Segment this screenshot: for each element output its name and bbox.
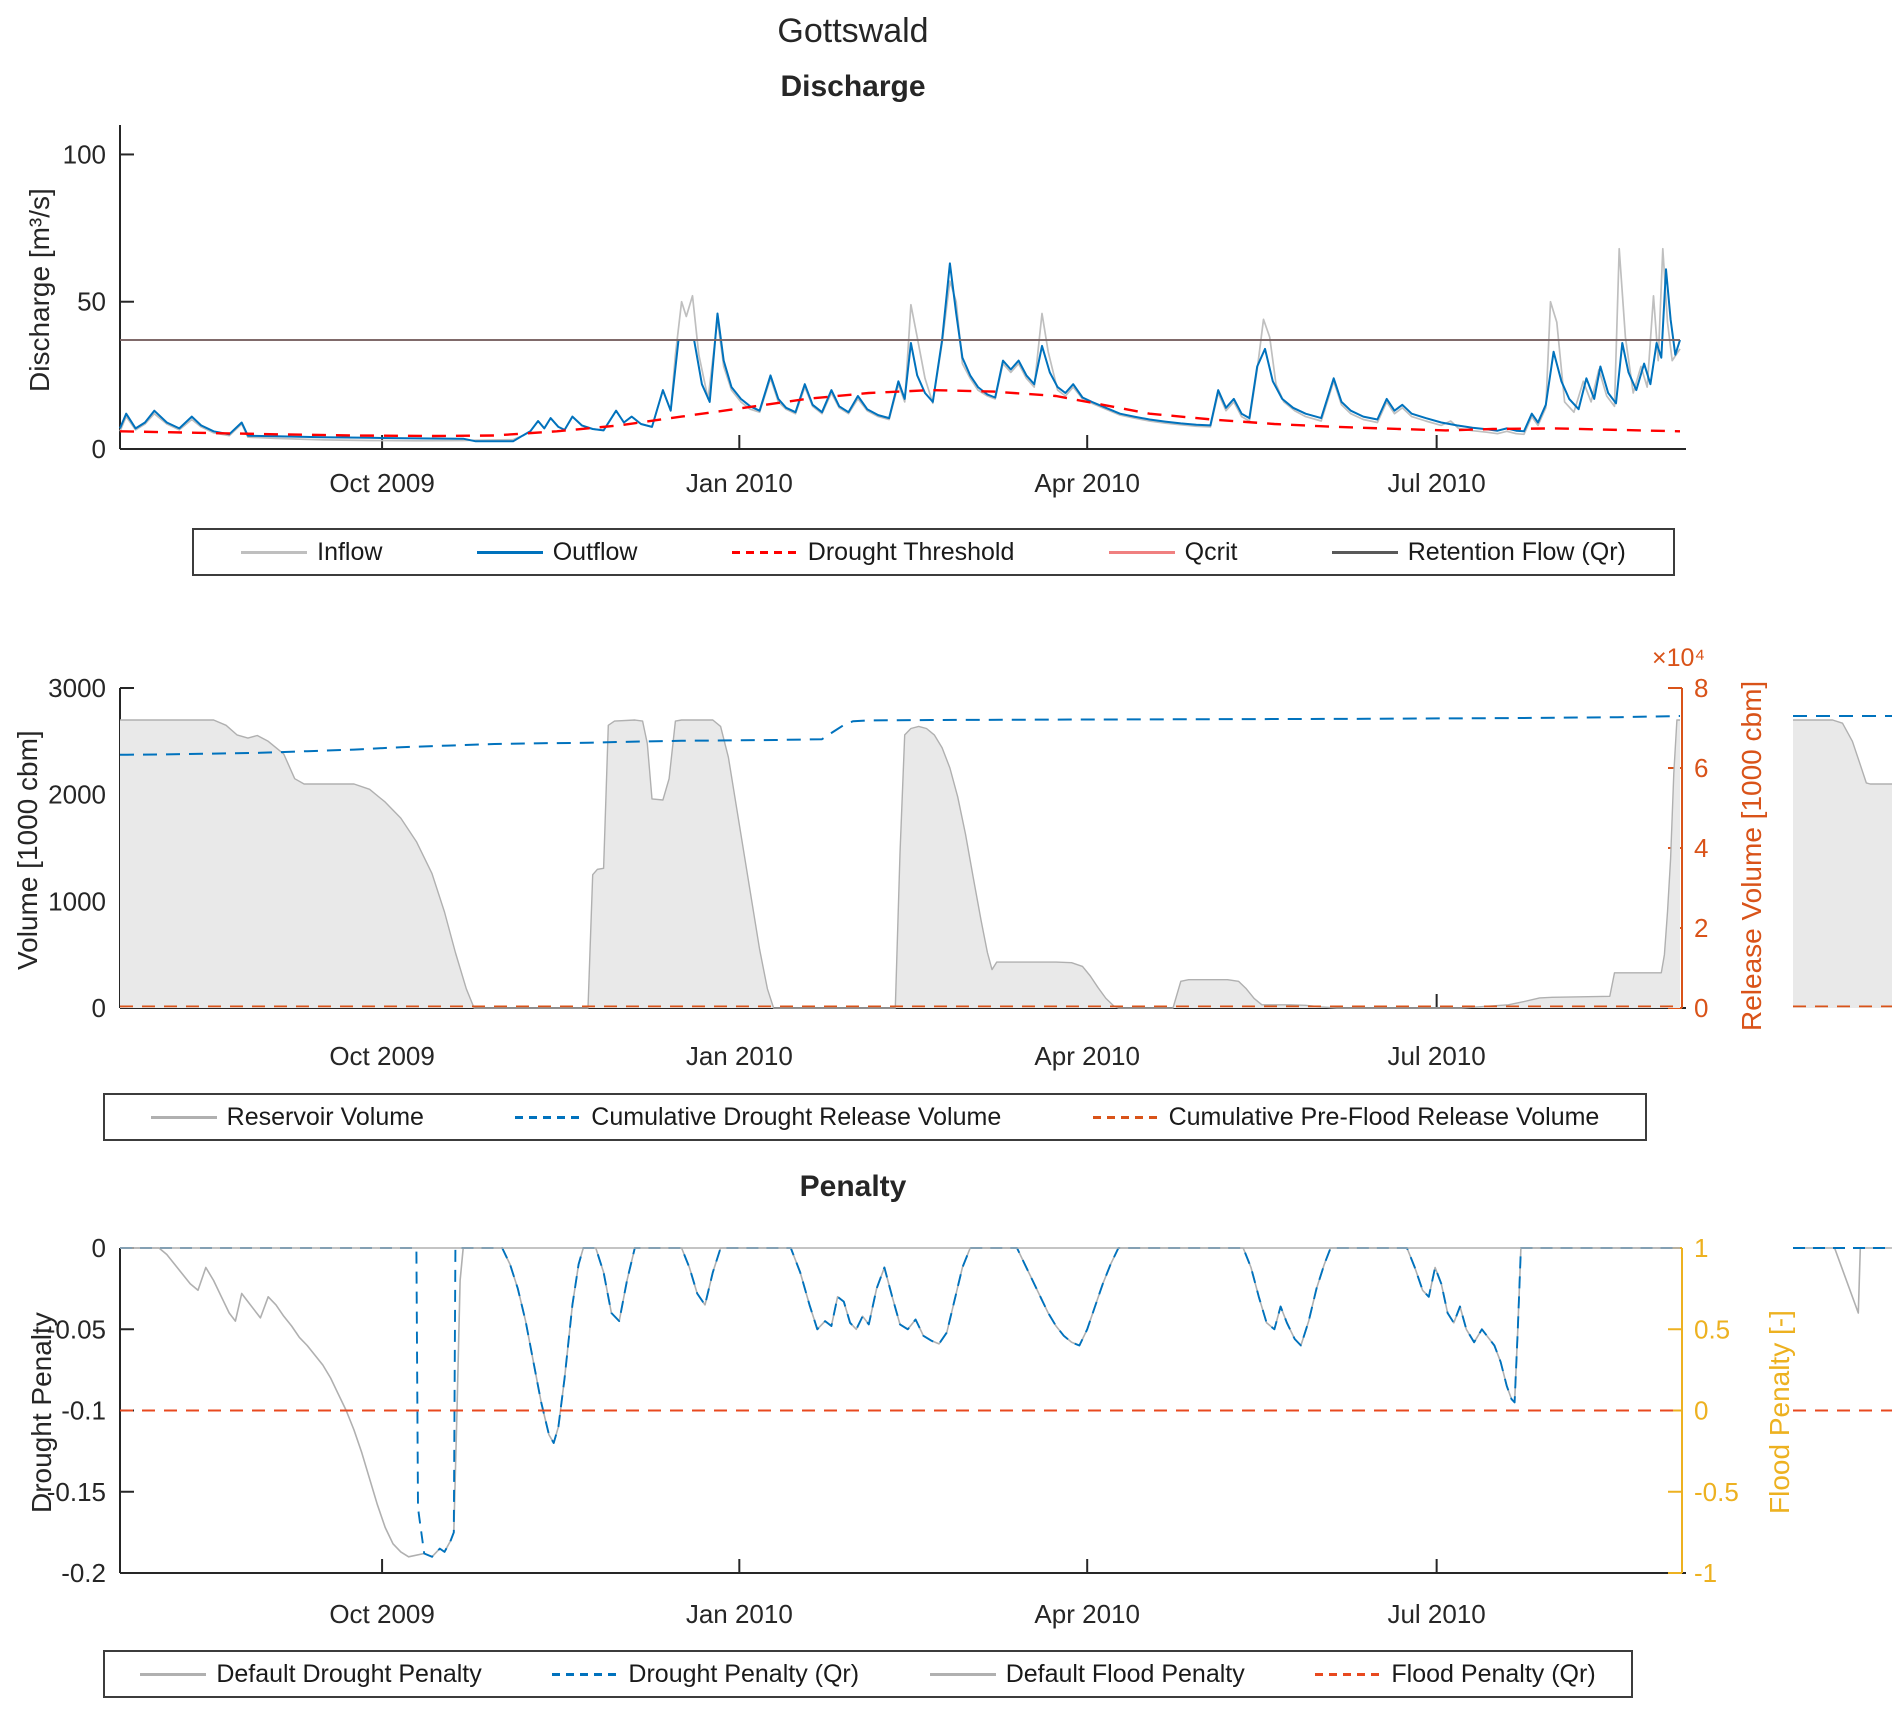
outflow-line-sample	[476, 550, 543, 554]
volume-legend: Reservoir Volume Cumulative Drought Rele…	[103, 1093, 1647, 1141]
figure-title: Gottswald	[777, 12, 929, 50]
legend-label: Cumulative Pre-Flood Release Volume	[1168, 1102, 1600, 1131]
legend-entry-default-drought-penalty: Default Drought Penalty	[140, 1659, 482, 1689]
legend-label: Outflow	[552, 537, 638, 566]
discharge-title: Discharge	[780, 70, 926, 103]
reservoir-volume-next-window-line	[1793, 719, 1892, 785]
cumulative-drought-release-line-sample	[515, 1115, 582, 1119]
default-drought-penalty-line	[120, 1247, 1680, 1558]
right-y-tick-label: 8	[1694, 673, 1708, 703]
release-volume-ylabel: Release Volume [1000 cbm]	[1736, 680, 1767, 1031]
legend-entry-flood-penalty-qr: Flood Penalty (Qr)	[1315, 1659, 1596, 1689]
x-tick-label: Jul 2010	[1387, 1599, 1485, 1629]
legend-label: Reservoir Volume	[226, 1102, 424, 1131]
penalty-title: Penalty	[799, 1170, 907, 1203]
legend-entry-default-flood-penalty: Default Flood Penalty	[929, 1659, 1245, 1689]
right-y-tick-label: 0	[1694, 993, 1708, 1023]
y-tick-label: 0	[92, 434, 106, 464]
discharge-legend: Inflow Outflow Drought Threshold Qcrit R…	[192, 528, 1675, 576]
y-tick-label: 0	[92, 993, 106, 1023]
discharge-ylabel: Discharge [m³/s]	[24, 188, 55, 392]
right-axis-exponent: ×10⁴	[1652, 644, 1706, 672]
legend-label: Inflow	[317, 537, 383, 566]
inflow-line-sample	[241, 550, 308, 554]
penalty-ylabel: Drought Penalty	[26, 1312, 57, 1513]
retention-flow-line-sample	[1331, 550, 1398, 554]
x-tick-label: Oct 2009	[329, 468, 435, 498]
right-y-tick-label: 0.5	[1694, 1314, 1730, 1344]
x-tick-label: Apr 2010	[1034, 1599, 1140, 1629]
drought-threshold-line	[119, 388, 1681, 438]
legend-label: Drought Threshold	[807, 537, 1015, 566]
right-y-tick-label: 6	[1694, 753, 1708, 783]
default-flood-penalty-next-window-line	[1793, 1247, 1892, 1314]
x-tick-label: Jul 2010	[1387, 468, 1485, 498]
right-y-tick-label: 0	[1694, 1396, 1708, 1426]
legend-label: Default Drought Penalty	[216, 1659, 482, 1688]
legend-entry-inflow: Inflow	[241, 538, 382, 567]
y-tick-label: -0.15	[47, 1477, 106, 1507]
legend-label: Default Flood Penalty	[1005, 1659, 1245, 1688]
reservoir-volume-line-sample	[150, 1115, 217, 1119]
legend-label: Flood Penalty (Qr)	[1391, 1659, 1596, 1688]
penalty-legend: Default Drought Penalty Drought Penalty …	[103, 1650, 1633, 1698]
legend-label: Retention Flow (Qr)	[1407, 537, 1626, 566]
x-tick-label: Apr 2010	[1034, 468, 1140, 498]
x-tick-label: Jul 2010	[1387, 1041, 1485, 1071]
x-tick-label: Oct 2009	[329, 1041, 435, 1071]
legend-entry-reservoir-volume: Reservoir Volume	[150, 1102, 424, 1132]
volume-ylabel: Volume [1000 cbm]	[12, 730, 43, 970]
cumulative-drought-release-volume-line	[119, 715, 1681, 756]
default-drought-penalty-line-sample	[140, 1672, 207, 1676]
x-tick-label: Apr 2010	[1034, 1041, 1140, 1071]
drought-penalty-qr-line-sample	[552, 1672, 619, 1676]
legend-entry-drought-threshold: Drought Threshold	[731, 537, 1015, 567]
flood-penalty-ylabel: Flood Penalty [-]	[1764, 1310, 1795, 1515]
right-y-tick-label: 4	[1694, 833, 1708, 863]
outflow-line	[119, 262, 1681, 443]
y-tick-label: 2000	[48, 780, 106, 810]
x-tick-label: Oct 2009	[329, 1599, 435, 1629]
legend-label: Cumulative Drought Release Volume	[591, 1102, 1002, 1131]
right-y-tick-label: 2	[1694, 913, 1708, 943]
right-y-tick-label: -0.5	[1694, 1477, 1739, 1507]
legend-entry-drought-penalty-qr: Drought Penalty (Qr)	[552, 1660, 859, 1689]
x-tick-label: Jan 2010	[686, 1599, 793, 1629]
y-tick-label: -0.05	[47, 1314, 106, 1344]
drought-threshold-line-sample	[731, 550, 798, 554]
legend-entry-cumulative-preflood-release: Cumulative Pre-Flood Release Volume	[1092, 1102, 1600, 1132]
y-tick-label: 1000	[48, 886, 106, 916]
y-tick-label: -0.2	[61, 1558, 106, 1588]
right-y-tick-label: -1	[1694, 1558, 1717, 1588]
y-tick-label: 50	[77, 287, 106, 317]
y-tick-label: 0	[92, 1233, 106, 1263]
y-tick-label: 3000	[48, 673, 106, 703]
legend-label: Drought Penalty (Qr)	[628, 1659, 860, 1688]
inflow-line	[119, 247, 1681, 442]
qcrit-line-sample	[1108, 550, 1175, 554]
drought-penalty-qr-line	[120, 1247, 1680, 1558]
reservoir-volume-line	[120, 719, 1680, 1009]
legend-label: Qcrit	[1184, 537, 1238, 566]
default-flood-penalty-line-sample	[929, 1672, 996, 1676]
x-tick-label: Jan 2010	[686, 468, 793, 498]
y-tick-label: -0.1	[61, 1396, 106, 1426]
reservoir-volume-next-window-area	[1793, 720, 1892, 1008]
legend-entry-outflow: Outflow	[476, 537, 638, 567]
legend-entry-cumulative-drought-release: Cumulative Drought Release Volume	[515, 1103, 1001, 1132]
legend-entry-qcrit: Qcrit	[1108, 537, 1238, 567]
cumulative-preflood-release-line-sample	[1092, 1115, 1159, 1119]
flood-penalty-qr-line-sample	[1315, 1672, 1382, 1676]
right-y-tick-label: 1	[1694, 1233, 1708, 1263]
x-tick-label: Jan 2010	[686, 1041, 793, 1071]
legend-entry-retention-flow: Retention Flow (Qr)	[1331, 537, 1626, 567]
y-tick-label: 100	[63, 139, 106, 169]
